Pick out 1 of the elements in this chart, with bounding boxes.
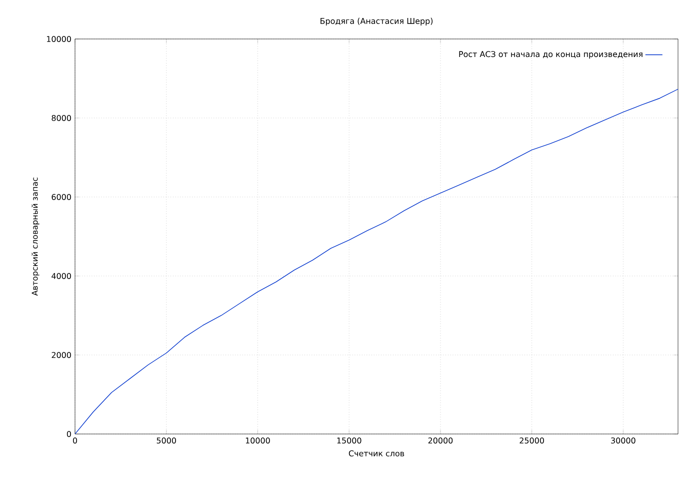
line-series: [75, 88, 678, 434]
